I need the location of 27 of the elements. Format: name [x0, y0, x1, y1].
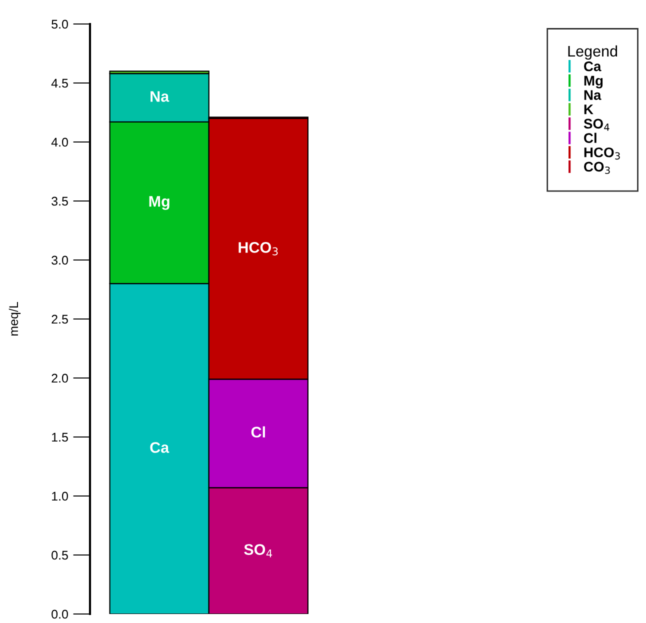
- legend-label: K: [584, 104, 594, 114]
- y-tick-label: 2.0: [52, 374, 68, 383]
- text: Cl: [251, 426, 265, 438]
- text: HCO$_{3}$: [238, 242, 278, 256]
- y-tick-label: 4.0: [51, 138, 68, 147]
- legend-label: Cl: [584, 132, 596, 143]
- y-axis-title: meq/L: [8, 302, 21, 336]
- y-tick-label: 0.0: [52, 610, 68, 619]
- legend-label: Na: [584, 90, 602, 100]
- y-tick-label: 0.5: [52, 550, 68, 560]
- series-label: Ca: [150, 442, 170, 453]
- y-tick-label: 3.0: [52, 256, 68, 265]
- legend-label: Mg: [584, 76, 603, 88]
- legend-title: Legend: [568, 45, 618, 60]
- legend-label: HCO$_{3}$: [584, 147, 620, 160]
- y-tick-label: 4.5: [51, 78, 68, 88]
- y-tick-label: 2.5: [52, 314, 68, 324]
- y-tick-label: 1.0: [52, 492, 68, 501]
- text: Ca: [584, 61, 602, 72]
- text: Na: [150, 91, 170, 102]
- y-tick-label: 5.0: [52, 20, 68, 29]
- y-tick-label: 3.5: [52, 196, 68, 206]
- legend-label: CO$_{3}$: [584, 162, 610, 174]
- text: Mg: [149, 196, 170, 210]
- y-tick-label: 1.5: [52, 432, 68, 442]
- legend-label: SO$_{4}$: [584, 118, 610, 131]
- text: SO$_{4}$: [244, 544, 272, 558]
